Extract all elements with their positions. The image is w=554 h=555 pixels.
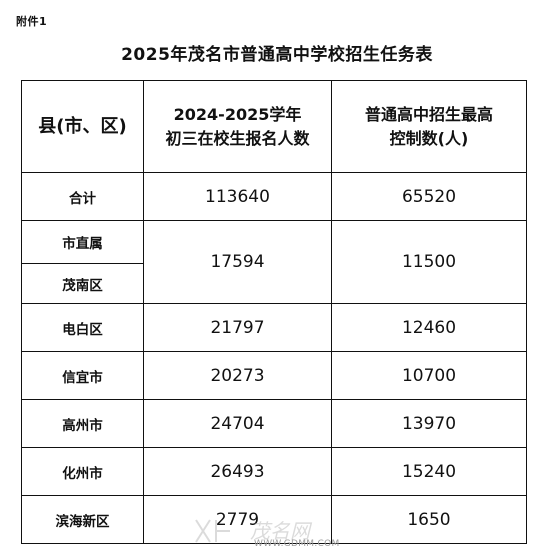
county-quota: 12460 <box>331 303 527 352</box>
table-row: 高州市 24704 13970 <box>21 399 527 448</box>
table-row: 茂南区 <box>21 263 527 304</box>
county-quota: 15240 <box>331 447 527 496</box>
watermark-logo: 茂名网 <box>190 512 390 552</box>
header-enrolled-line1: 2024-2025学年 <box>173 104 302 124</box>
county-quota: 10700 <box>331 351 527 400</box>
county-name: 茂南区 <box>21 263 144 304</box>
merged-quota: 11500 <box>331 220 527 304</box>
header-quota-line2: 控制数(人) <box>389 128 469 148</box>
county-enrolled: 21797 <box>143 303 332 352</box>
county-name: 滨海新区 <box>21 495 144 544</box>
county-name: 电白区 <box>21 303 144 352</box>
total-quota: 65520 <box>331 172 527 221</box>
merged-enrolled: 17594 <box>143 220 332 304</box>
county-name: 化州市 <box>21 447 144 496</box>
enrollment-table: 县(市、区) 2024-2025学年 初三在校生报名人数 普通高中招生最高 控制… <box>21 80 527 544</box>
header-row: 县(市、区) 2024-2025学年 初三在校生报名人数 普通高中招生最高 控制… <box>21 80 527 173</box>
table-row: 电白区 21797 12460 <box>21 303 527 352</box>
county-name: 市直属 <box>21 220 144 264</box>
table-row: 市直属 17594 11500 <box>21 220 527 304</box>
total-name: 合计 <box>21 172 144 221</box>
header-quota-line1: 普通高中招生最高 <box>364 104 493 124</box>
table-title: 2025年茂名市普通高中学校招生任务表 <box>121 45 433 65</box>
total-enrolled: 113640 <box>143 172 332 221</box>
county-name: 高州市 <box>21 399 144 448</box>
watermark-text: 茂名网 <box>250 519 313 543</box>
county-enrolled: 20273 <box>143 351 332 400</box>
table-row: 滨海新区 2779 1650 <box>21 495 527 544</box>
county-quota: 13970 <box>331 399 527 448</box>
watermark-mark-icon: 茂名网 <box>195 519 313 543</box>
table-row: 信宜市 20273 10700 <box>21 351 527 400</box>
county-enrolled: 26493 <box>143 447 332 496</box>
county-enrolled: 24704 <box>143 399 332 448</box>
watermark-url: WWW.GDMM.COM <box>254 539 340 549</box>
table-row: 化州市 26493 15240 <box>21 447 527 496</box>
header-county: 县(市、区) <box>21 80 144 173</box>
attachment-label: 附件1 <box>16 15 48 28</box>
county-name: 信宜市 <box>21 351 144 400</box>
header-enrolled: 2024-2025学年 初三在校生报名人数 <box>143 80 332 173</box>
header-quota: 普通高中招生最高 控制数(人) <box>331 80 527 173</box>
county-quota: 1650 <box>331 495 527 544</box>
table-row-total: 合计 113640 65520 <box>21 172 527 221</box>
header-enrolled-line2: 初三在校生报名人数 <box>165 128 310 148</box>
